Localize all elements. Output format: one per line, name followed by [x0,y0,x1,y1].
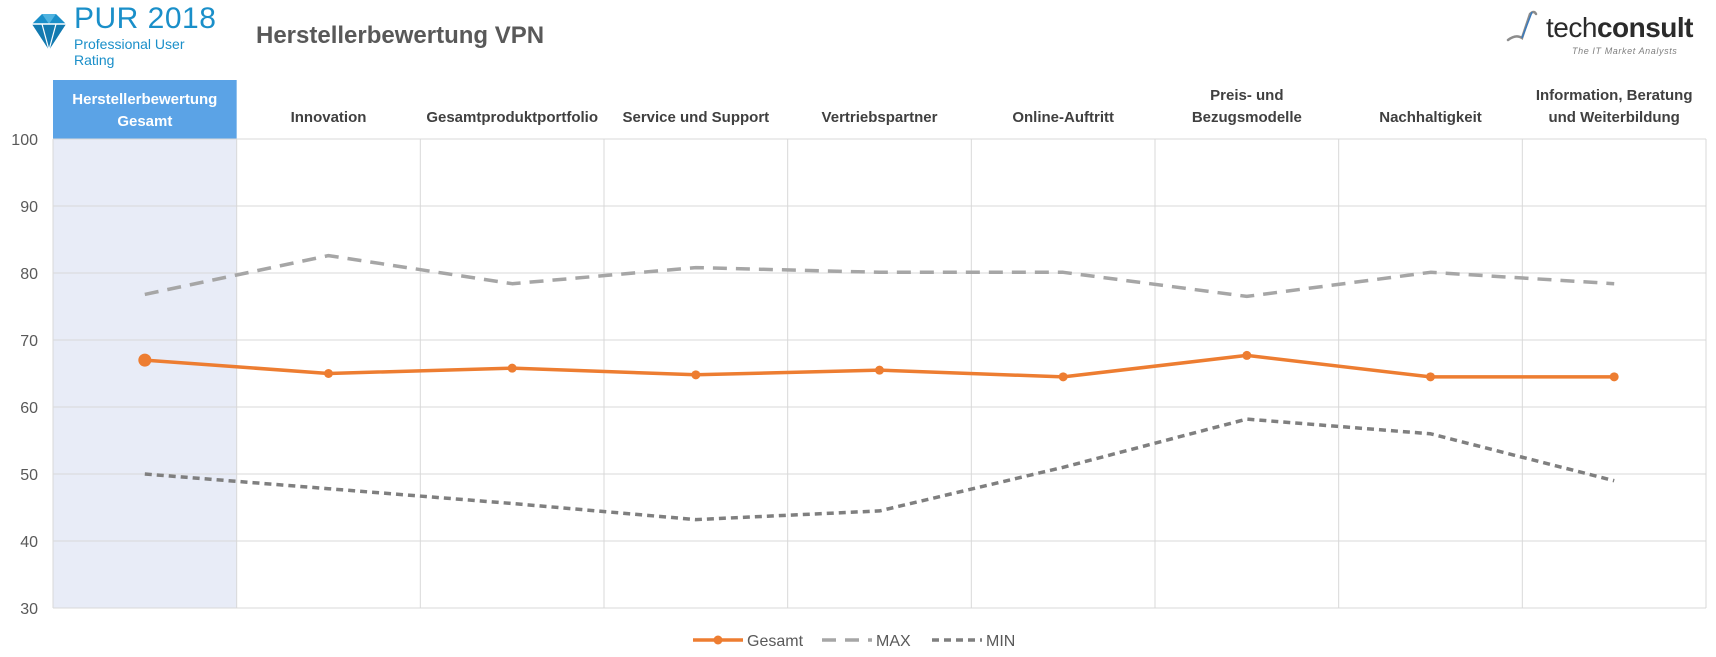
category-label: Herstellerbewertung [72,91,217,108]
legend-label-gesamt: Gesamt [747,633,804,650]
diamond-logo-icon [32,14,66,51]
techconsult-logo: techconsult The IT Market Analysts [1506,8,1711,60]
data-point-gesamt [1609,372,1619,382]
category-label: und Weiterbildung [1548,109,1679,126]
data-point-gesamt [138,353,152,367]
logo-subtitle: Professional User Rating [74,36,185,68]
y-tick-label: 80 [20,266,38,283]
series-line-max [144,253,1615,299]
brand-suffix: consult [1596,12,1694,43]
y-tick-label: 50 [20,467,38,484]
brand-name: techconsult [1546,12,1694,44]
data-point-gesamt [507,363,517,373]
pur-logo: PUR 2018 Professional User Rating [26,2,226,68]
brand-prefix: tech [1546,12,1597,43]
category-label: Innovation [291,109,367,126]
category-label: Gesamt [117,113,172,130]
highlight-column [53,139,237,608]
y-tick-label: 60 [20,400,38,417]
page-title: Herstellerbewertung VPN [256,22,545,49]
data-point-gesamt [691,370,701,380]
legend-label-min: MIN [986,633,1015,650]
brand-tagline: The IT Market Analysts [1572,46,1678,56]
legend-marker-gesamt [713,635,723,645]
category-label: Gesamtproduktportfolio [426,109,598,126]
data-point-gesamt [1426,372,1435,382]
series-line-min [144,417,1615,522]
category-label: Preis- und [1210,87,1283,104]
y-tick-label: 90 [20,199,38,216]
data-point-gesamt [1242,350,1252,360]
highlight-header [53,80,237,139]
category-label: Nachhaltigkeit [1379,109,1482,126]
category-label: Online-Auftritt [1012,109,1114,126]
y-tick-label: 100 [11,132,38,149]
data-point-gesamt [1058,372,1068,382]
y-tick-label: 40 [20,534,38,551]
y-tick-label: 70 [20,333,38,350]
y-tick-label: 30 [20,601,38,618]
category-label: Bezugsmodelle [1192,109,1302,126]
data-point-gesamt [324,369,333,378]
data-point-gesamt [875,365,884,375]
category-label: Service und Support [622,109,769,126]
swoosh-logo-icon [1506,10,1538,42]
logo-title: PUR 2018 [74,2,217,35]
category-label: Information, Beratung [1536,87,1693,104]
legend-label-max: MAX [876,633,911,650]
category-label: Vertriebspartner [822,109,938,126]
